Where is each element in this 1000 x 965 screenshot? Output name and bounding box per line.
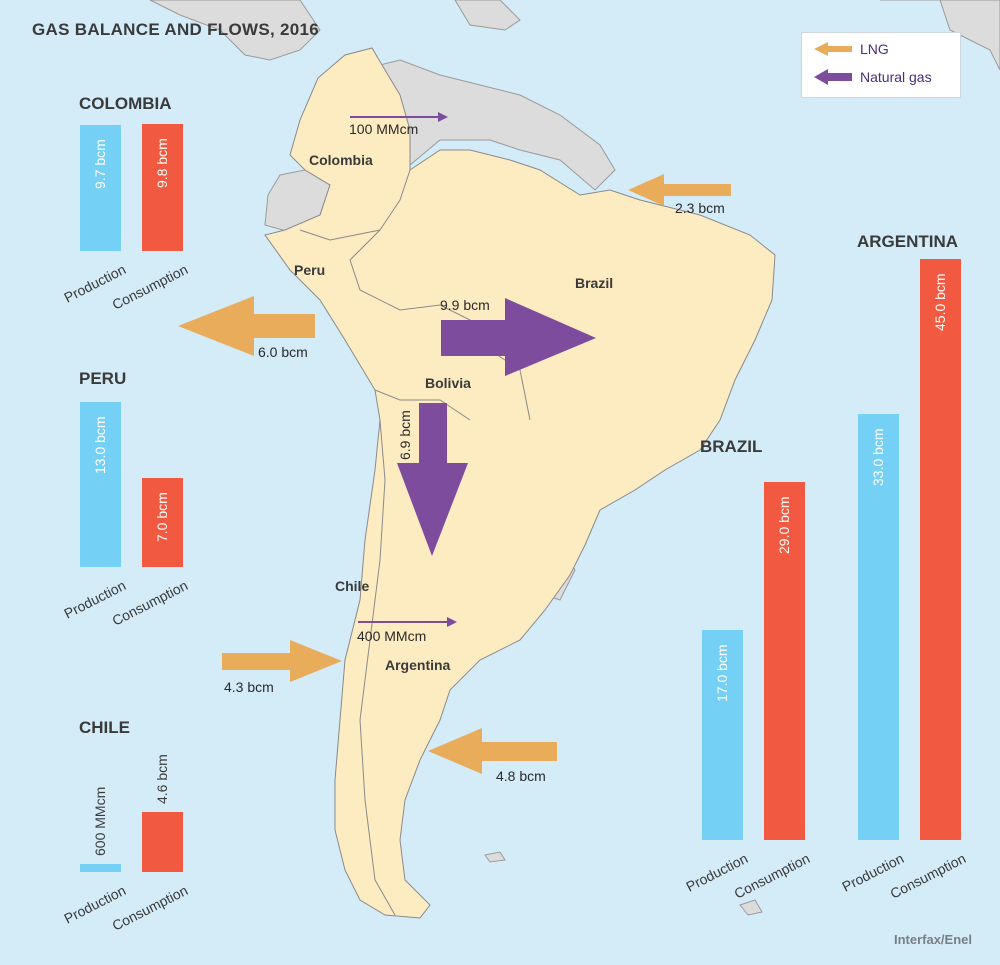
bar-colombia-production bbox=[80, 125, 121, 251]
continent bbox=[264, 47, 776, 919]
flow-brazil-lng bbox=[628, 174, 731, 206]
flow-label-bolivia-argentina: 6.9 bcm bbox=[397, 410, 413, 460]
flow-bolivia-argentina bbox=[397, 403, 468, 556]
legend: LNG Natural gas bbox=[801, 32, 961, 98]
flow-label-argentina-lng: 4.8 bcm bbox=[496, 768, 546, 784]
flow-label-peru-lng: 6.0 bcm bbox=[258, 344, 308, 360]
flow-peru-lng bbox=[178, 296, 315, 356]
flow-chile-argentina-head bbox=[447, 617, 457, 627]
bar-chile-consumption bbox=[142, 812, 183, 872]
flow-label-chile-argentina: 400 MMcm bbox=[357, 628, 427, 644]
value-label-brazil-consumption: 29.0 bcm bbox=[776, 496, 792, 554]
value-label-peru-production: 13.0 bcm bbox=[92, 416, 108, 474]
flow-argentina-lng bbox=[428, 728, 557, 774]
value-label-argentina-production: 33.0 bcm bbox=[870, 428, 886, 486]
flow-colombia-venezuela-head bbox=[438, 112, 448, 122]
bar-argentina-production bbox=[858, 414, 899, 840]
bar-brazil-production bbox=[702, 630, 743, 840]
bar-peru-consumption bbox=[142, 478, 183, 567]
flow-label-bolivia-brazil: 9.9 bcm bbox=[440, 297, 490, 313]
map-label-argentina: Argentina bbox=[385, 657, 451, 673]
legend-label-natural-gas: Natural gas bbox=[860, 69, 932, 85]
chart-title-colombia: COLOMBIA bbox=[79, 94, 172, 113]
legend-item-natural-gas: Natural gas bbox=[814, 67, 932, 87]
bar-brazil-consumption bbox=[764, 482, 805, 840]
map-label-chile: Chile bbox=[335, 578, 370, 594]
bar-peru-production bbox=[80, 402, 121, 567]
map-label-bolivia: Bolivia bbox=[425, 375, 471, 391]
legend-item-lng: LNG bbox=[814, 39, 889, 59]
central-america bbox=[149, 0, 321, 61]
bar-colombia-consumption bbox=[142, 124, 183, 251]
page-title: GAS BALANCE AND FLOWS, 2016 bbox=[32, 20, 320, 39]
bar-chile-production bbox=[80, 864, 121, 872]
border-bolivia bbox=[374, 389, 471, 421]
value-label-chile-production: 600 MMcm bbox=[92, 786, 108, 856]
flow-label-chile-lng: 4.3 bcm bbox=[224, 679, 274, 695]
south-georgia bbox=[739, 899, 763, 916]
flow-bolivia-brazil bbox=[441, 298, 596, 376]
natural-gas-arrow-icon bbox=[814, 69, 852, 85]
value-label-colombia-consumption: 9.8 bcm bbox=[154, 138, 170, 188]
chart-title-argentina: ARGENTINA bbox=[857, 232, 959, 251]
chart-title-brazil: BRAZIL bbox=[700, 437, 763, 456]
value-label-chile-consumption: 4.6 bcm bbox=[154, 754, 170, 804]
falklands bbox=[484, 851, 506, 863]
chart-title-peru: PERU bbox=[79, 369, 127, 388]
legend-label-lng: LNG bbox=[860, 41, 889, 57]
value-label-brazil-production: 17.0 bcm bbox=[714, 644, 730, 702]
caribbean-island bbox=[454, 0, 521, 31]
flow-label-colombia-venezuela: 100 MMcm bbox=[349, 121, 419, 137]
atlantic-islands bbox=[880, 0, 1000, 71]
value-label-argentina-consumption: 45.0 bcm bbox=[932, 273, 948, 331]
bar-argentina-consumption bbox=[920, 259, 961, 840]
chart-title-chile: CHILE bbox=[79, 718, 130, 737]
map-label-peru: Peru bbox=[294, 262, 326, 278]
lng-arrow-icon bbox=[814, 42, 852, 56]
border-chile-argentina bbox=[359, 419, 396, 916]
map-label-colombia: Colombia bbox=[309, 152, 373, 168]
flow-chile-lng bbox=[222, 640, 342, 682]
map-label-brazil: Brazil bbox=[575, 275, 614, 291]
credit: Interfax/Enel bbox=[893, 932, 972, 947]
value-label-colombia-production: 9.7 bcm bbox=[92, 139, 108, 189]
flow-label-brazil-lng: 2.3 bcm bbox=[675, 200, 725, 216]
value-label-peru-consumption: 7.0 bcm bbox=[154, 492, 170, 542]
